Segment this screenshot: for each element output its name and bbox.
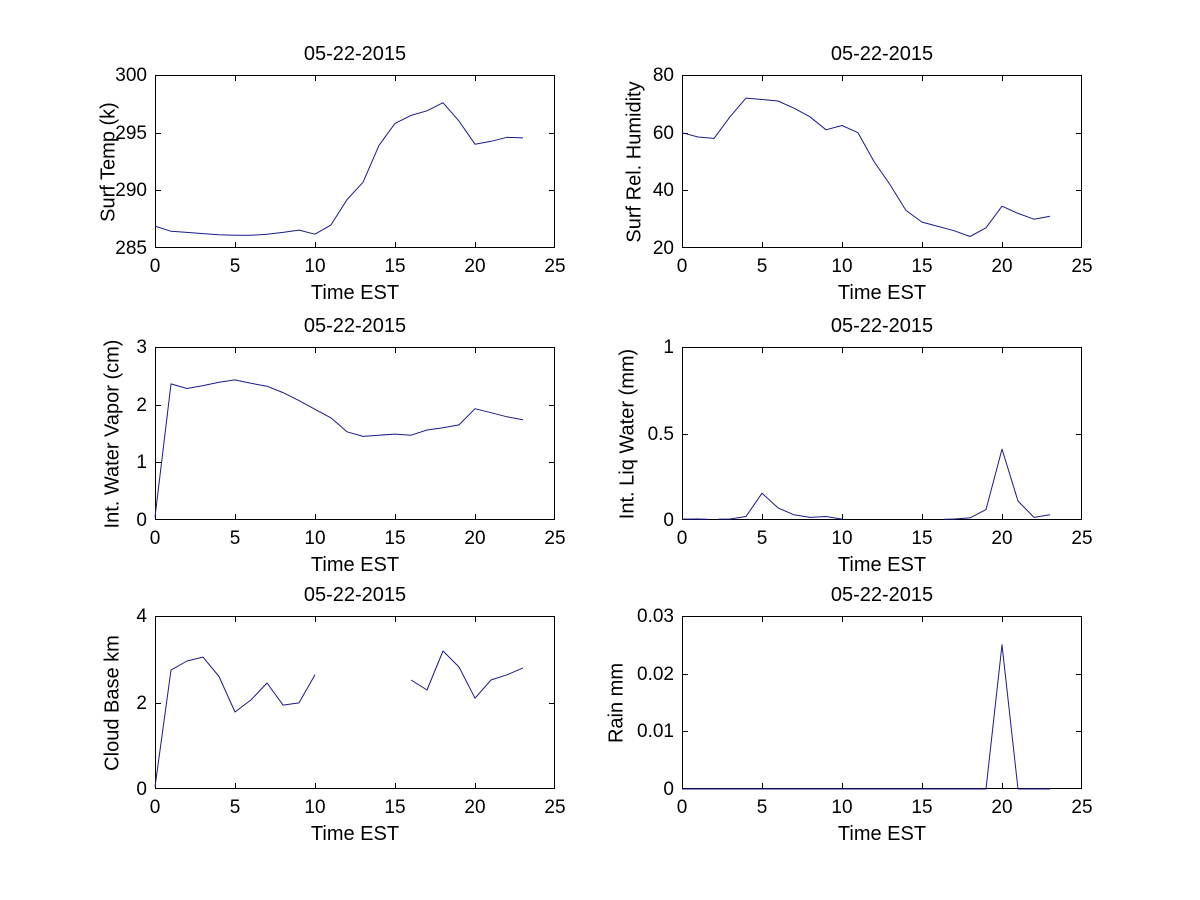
y-axis-label: Surf Rel. Humidity — [623, 80, 646, 243]
y-tick-label: 0.02 — [637, 663, 674, 685]
plot-area — [154, 347, 555, 520]
x-tick-label: 10 — [831, 256, 853, 277]
y-tick-label: 60 — [652, 122, 674, 144]
x-tick-label: 20 — [464, 528, 486, 549]
plot-title: 05-22-2015 — [303, 584, 407, 606]
subplot-int-liq-water: 05-22-2015 Int. Liq Water (mm) Time EST … — [607, 307, 1112, 600]
x-tick-label: 10 — [831, 797, 853, 818]
y-axis-label: Surf Temp (k) — [97, 101, 120, 222]
plot-title: 05-22-2015 — [830, 584, 934, 606]
x-tick-label: 0 — [676, 797, 688, 818]
x-axis-label: Time EST — [310, 282, 400, 304]
x-axis-label: Time EST — [837, 554, 927, 576]
x-tick-label: 15 — [911, 528, 933, 549]
y-tick-label: 4 — [136, 606, 147, 627]
y-tick-label: 2 — [136, 394, 147, 416]
x-axis-label: Time EST — [310, 554, 400, 576]
plot-title: 05-22-2015 — [303, 315, 407, 337]
x-tick-label: 20 — [991, 797, 1013, 818]
x-axis-label: Time EST — [837, 823, 927, 845]
subplot-cloud-base: 05-22-2015 Cloud Base km Time EST 0 5 10 15… — [80, 576, 585, 869]
x-tick-label: 25 — [544, 528, 566, 549]
x-tick-label: 0 — [676, 256, 688, 277]
data-line — [154, 656, 316, 787]
data-line — [410, 650, 524, 699]
y-tick-label: 40 — [652, 180, 674, 202]
x-tick-label: 5 — [756, 528, 768, 549]
data-line — [154, 102, 524, 236]
x-tick-label: 25 — [544, 797, 566, 818]
x-tick-label: 20 — [464, 797, 486, 818]
x-tick-label: 20 — [991, 528, 1013, 549]
y-tick-label: 1 — [663, 337, 674, 358]
x-tick-label: 10 — [304, 256, 326, 277]
data-line — [682, 644, 1050, 790]
x-tick-label: 25 — [1071, 528, 1093, 549]
data-line — [718, 492, 843, 520]
x-axis-label: Time EST — [837, 282, 927, 304]
x-tick-label: 0 — [149, 256, 161, 277]
plot-area — [682, 616, 1082, 790]
y-tick-label: 0 — [663, 510, 674, 531]
y-tick-label: 2 — [136, 692, 147, 714]
x-tick-label: 0 — [149, 528, 161, 549]
x-tick-label: 10 — [831, 528, 853, 549]
y-tick-label: 0.03 — [637, 606, 674, 627]
x-tick-label: 15 — [911, 797, 933, 818]
y-tick-label: 0.01 — [637, 721, 674, 743]
x-tick-label: 25 — [1071, 256, 1093, 277]
x-tick-label: 15 — [384, 256, 406, 277]
x-tick-label: 5 — [229, 256, 241, 277]
x-tick-label: 10 — [304, 528, 326, 549]
y-tick-label: 1 — [136, 452, 147, 474]
x-tick-label: 5 — [756, 797, 768, 818]
subplot-int-water-vapor: 05-22-2015 Int. Water Vapor (cm) Time ES… — [80, 307, 585, 600]
y-axis-label: Int. Water Vapor (cm) — [101, 339, 124, 528]
plot-area — [681, 75, 1082, 248]
y-tick-label: 3 — [136, 337, 147, 358]
plot-title: 05-22-2015 — [830, 43, 934, 65]
x-tick-label: 5 — [756, 256, 768, 277]
x-tick-label: 15 — [911, 256, 933, 277]
subplot-surf-temp: 05-22-2015 Surf Temp (k) Time EST 0 5 10 15… — [80, 35, 585, 328]
y-tick-label: 0 — [136, 779, 147, 800]
y-tick-label: 0.5 — [647, 423, 674, 445]
x-tick-label: 25 — [1071, 797, 1093, 818]
data-line — [154, 379, 524, 518]
plot-area — [681, 347, 1082, 520]
x-tick-label: 10 — [304, 797, 326, 818]
data-line — [944, 448, 1051, 520]
y-tick-label: 80 — [652, 65, 674, 86]
subplot-surf-rel-humidity: 05-22-2015 Surf Rel. Humidity Time EST 0… — [607, 35, 1112, 328]
x-axis-label: Time EST — [310, 823, 400, 845]
y-tick-label: 300 — [115, 65, 147, 86]
y-tick-label: 290 — [115, 180, 147, 202]
x-tick-label: 0 — [149, 797, 161, 818]
x-tick-label: 20 — [464, 256, 486, 277]
y-tick-label: 295 — [115, 122, 147, 144]
y-tick-label: 285 — [115, 238, 147, 259]
x-tick-label: 25 — [544, 256, 566, 277]
x-tick-label: 5 — [229, 797, 241, 818]
data-line — [681, 97, 1051, 237]
y-tick-label: 0 — [136, 510, 147, 531]
x-tick-label: 5 — [229, 528, 241, 549]
y-tick-label: 20 — [652, 238, 674, 259]
plot-area — [154, 75, 555, 248]
plot-title: 05-22-2015 — [830, 315, 934, 337]
subplot-rain: 05-22-2015 Rain mm Time EST 0 5 10 15 20 25 0 0… — [606, 576, 1112, 869]
x-tick-label: 15 — [384, 528, 406, 549]
plot-area — [154, 616, 555, 789]
y-tick-label: 0 — [663, 779, 674, 800]
x-tick-label: 0 — [676, 528, 688, 549]
x-tick-label: 20 — [991, 256, 1013, 277]
plot-title: 05-22-2015 — [303, 43, 407, 65]
x-tick-label: 15 — [384, 797, 406, 818]
